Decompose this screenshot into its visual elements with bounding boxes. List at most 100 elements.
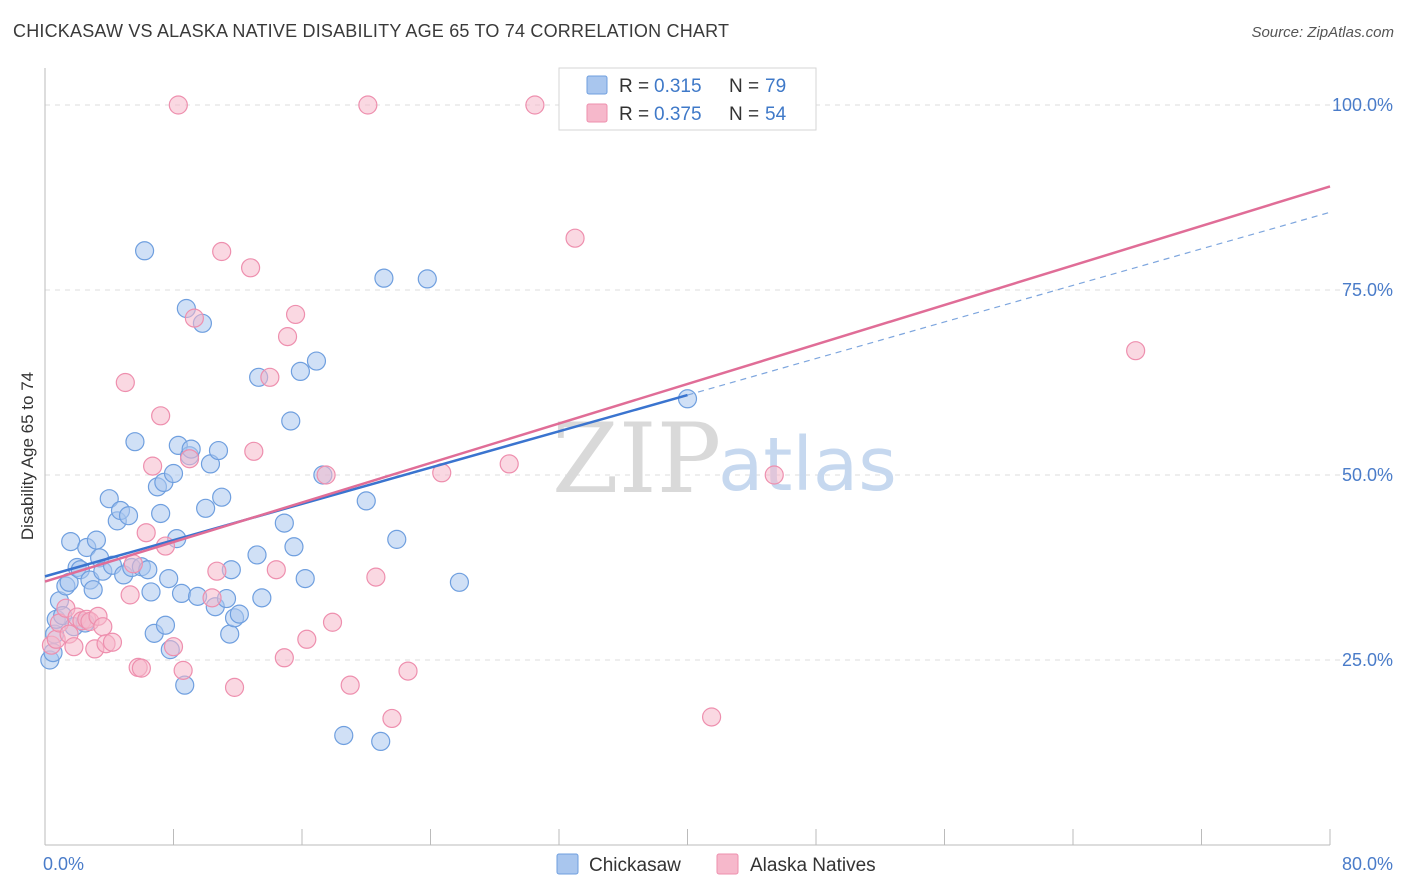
data-point [277,327,298,347]
data-point [285,304,306,325]
data-point [207,561,227,581]
bottom-legend-swatch-chickasaw [556,853,579,875]
data-point [260,367,280,387]
watermark: ZIP atlas [552,403,897,515]
data-point [155,615,176,635]
data-point [99,489,119,509]
y-tick-label: 75.0% [1342,280,1393,300]
data-point [212,487,232,507]
bottom-legend-label-alaska-natives: Alaska Natives [750,855,876,876]
data-point [247,545,267,565]
data-point [449,572,470,592]
legend-r-label-alaska-natives: R = [619,104,649,125]
bottom-legend-label-chickasaw: Chickasaw [589,855,681,876]
data-point [334,725,354,746]
data-point [179,449,200,469]
trend-line-chickasaw-extension [687,211,1331,396]
trend-lines [44,185,1331,583]
x-ticks [44,829,1331,845]
data-point [499,454,519,474]
data-point [525,95,545,115]
data-point [244,441,264,461]
data-point [196,498,216,518]
chart-title: CHICKASAW VS ALASKA NATIVE DISABILITY AG… [13,21,730,41]
data-point [171,583,192,604]
y-tick-label: 25.0% [1342,650,1393,670]
data-point [184,308,204,328]
data-point [322,612,343,632]
data-point [168,95,188,115]
data-point [131,658,151,678]
data-point [134,241,155,261]
data-point [374,268,394,288]
data-point [212,241,232,262]
legend-n-label-alaska-natives: N = [729,104,759,125]
gridlines [45,104,1390,661]
data-point [417,269,437,289]
data-point [64,637,84,657]
data-point [220,624,240,644]
data-point [151,406,171,426]
data-point [86,530,107,550]
x-tick-labels: 0.0% 80.0% [43,854,1393,874]
data-point [136,523,156,543]
data-point [358,95,378,115]
y-tick-label: 50.0% [1342,465,1393,485]
data-point [387,529,407,549]
legend-swatch-chickasaw [586,75,608,95]
data-point [141,582,161,602]
data-point [173,660,193,680]
data-point [143,456,163,476]
data-point [115,372,135,393]
legend-r-value-alaska-natives: 0.375 [654,104,702,125]
legend-r-value-chickasaw: 0.315 [654,76,702,97]
data-point [208,440,229,461]
data-point [281,411,301,431]
data-point [118,506,139,526]
data-point [202,588,222,608]
legend-n-value-chickasaw: 79 [765,76,786,97]
bottom-legend-swatch-alaska-natives [716,853,739,875]
data-point [151,503,171,524]
data-point [125,432,145,452]
y-tick-labels: 25.0% 50.0% 75.0% 100.0% [1332,95,1393,670]
data-point [316,465,336,485]
bottom-legend: Chickasaw Alaska Natives [556,853,876,876]
data-point [371,731,391,752]
chart-source: Source: ZipAtlas.com [1251,24,1394,41]
data-point [1126,341,1146,361]
data-point [677,389,698,409]
data-point [701,707,722,727]
data-point [297,629,317,649]
data-point [120,585,140,605]
trend-line-chickasaw [44,393,688,578]
data-point [61,531,81,552]
watermark-atlas: atlas [718,422,897,508]
data-point [93,617,113,637]
legend-swatch-alaska-natives [586,103,608,123]
y-tick-label: 100.0% [1332,95,1393,115]
data-point [565,228,585,248]
data-point [241,258,261,278]
legend-n-value-alaska-natives: 54 [765,104,787,125]
x-tick-label: 0.0% [43,854,84,874]
data-point [284,537,304,557]
data-point [356,491,376,511]
data-point [163,463,184,484]
data-point [266,560,286,580]
legend-n-label-chickasaw: N = [729,76,759,97]
watermark-zip: ZIP [552,403,721,515]
data-point [163,637,184,657]
data-point [252,588,272,608]
x-tick-label: 80.0% [1342,854,1393,874]
data-point [102,632,123,652]
legend: R = 0.315 N = 79 R = 0.375 N = 54 [558,67,817,131]
data-point [274,513,294,533]
data-point [295,568,315,589]
y-axis-label: Disability Age 65 to 74 [18,372,37,540]
data-point [274,648,294,668]
data-point [290,361,310,381]
data-point [83,580,103,600]
data-point [224,677,245,697]
